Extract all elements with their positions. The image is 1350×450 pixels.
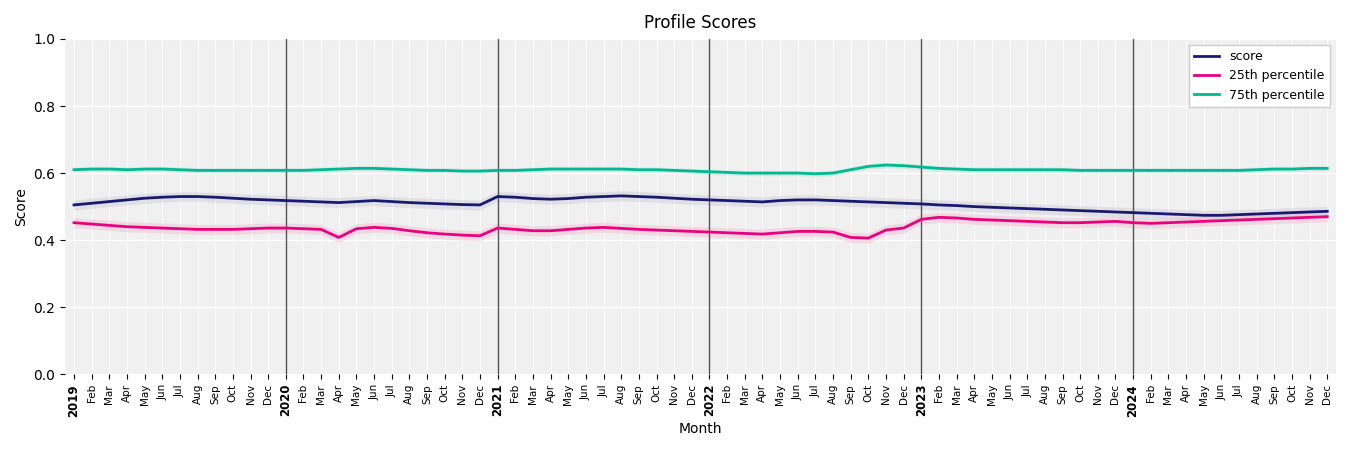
- score: [1319, 209, 1335, 214]
- score: [1196, 212, 1212, 218]
- score: [931, 202, 948, 207]
- 25th percentile: [66, 220, 82, 225]
- X-axis label: Month: Month: [679, 422, 722, 436]
- 25th percentile: [931, 215, 948, 220]
- score: [243, 197, 259, 202]
- Line: 25th percentile: 25th percentile: [74, 216, 1327, 238]
- 75th percentile: [878, 162, 894, 168]
- 75th percentile: [66, 167, 82, 172]
- Line: score: score: [74, 196, 1327, 215]
- Line: 75th percentile: 75th percentile: [74, 165, 1327, 174]
- 25th percentile: [772, 230, 788, 235]
- score: [1249, 212, 1265, 217]
- Legend: score, 25th percentile, 75th percentile: score, 25th percentile, 75th percentile: [1189, 45, 1330, 107]
- 25th percentile: [366, 225, 382, 230]
- score: [790, 197, 806, 202]
- 75th percentile: [949, 166, 965, 172]
- score: [66, 202, 82, 207]
- 75th percentile: [1249, 167, 1265, 172]
- Title: Profile Scores: Profile Scores: [644, 14, 757, 32]
- 75th percentile: [895, 163, 911, 168]
- 25th percentile: [243, 226, 259, 231]
- 75th percentile: [490, 168, 506, 173]
- 25th percentile: [1319, 214, 1335, 219]
- score: [490, 194, 506, 199]
- score: [613, 193, 629, 198]
- 75th percentile: [772, 171, 788, 176]
- 25th percentile: [878, 227, 894, 233]
- 25th percentile: [490, 225, 506, 231]
- score: [878, 200, 894, 205]
- 25th percentile: [860, 235, 876, 241]
- Y-axis label: Score: Score: [14, 187, 28, 226]
- 75th percentile: [243, 168, 259, 173]
- 75th percentile: [807, 171, 824, 176]
- 75th percentile: [1319, 166, 1335, 171]
